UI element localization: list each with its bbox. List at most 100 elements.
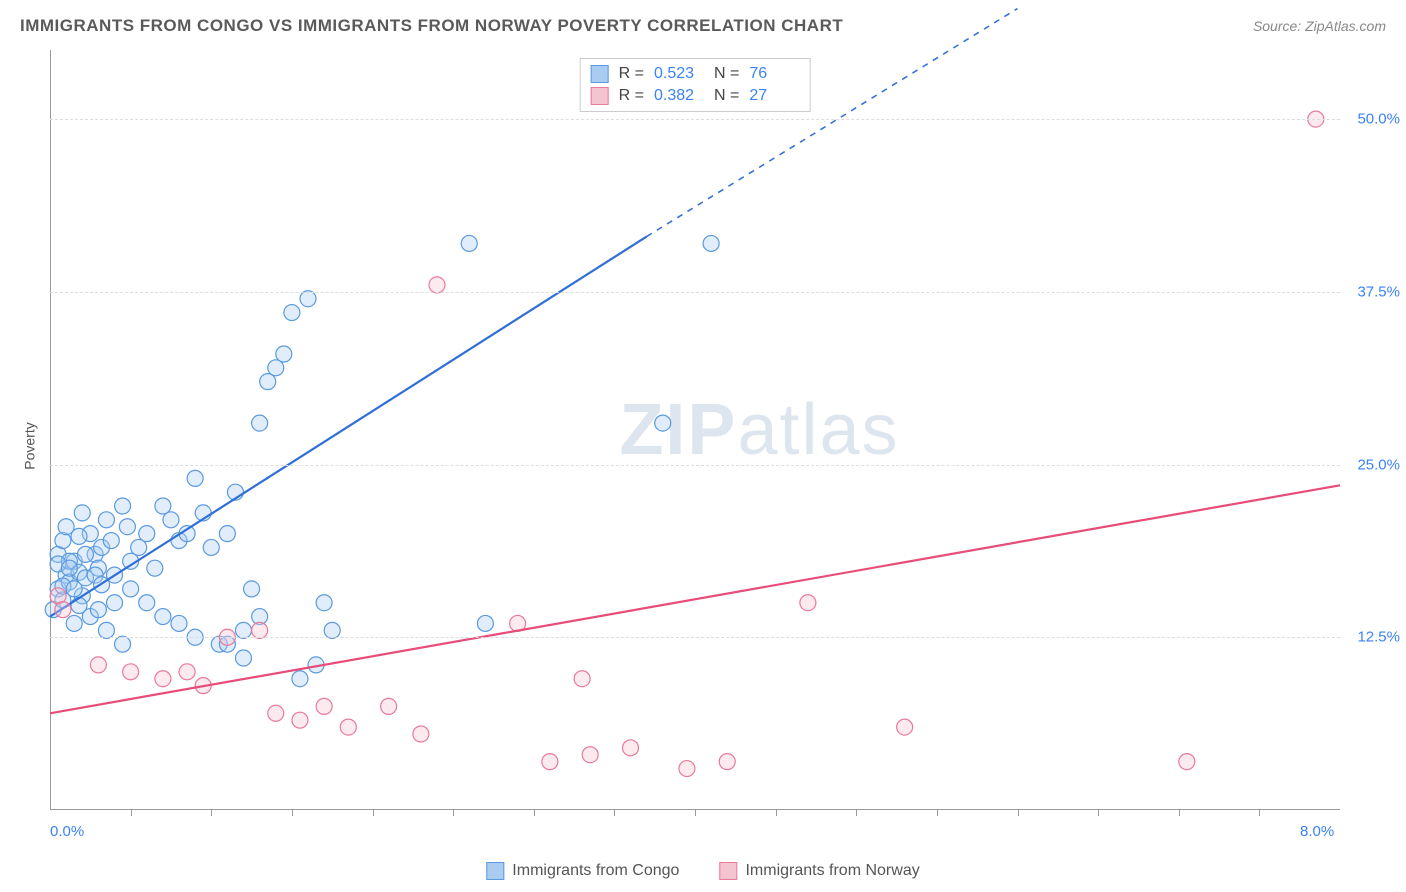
scatter-point: [655, 415, 671, 431]
x-tick: [453, 810, 454, 816]
legend-label-norway: Immigrants from Norway: [745, 862, 919, 880]
scatter-point: [413, 726, 429, 742]
x-tick: [1098, 810, 1099, 816]
plot-area: R = 0.523 N = 76 R = 0.382 N = 27 ZIPatl…: [50, 50, 1340, 810]
scatter-point: [74, 505, 90, 521]
scatter-point: [219, 526, 235, 542]
scatter-point: [236, 650, 252, 666]
n-value-1: 27: [749, 87, 799, 105]
scatter-point: [66, 615, 82, 631]
gridline: [50, 292, 1340, 293]
scatter-point: [623, 740, 639, 756]
stats-row-norway: R = 0.382 N = 27: [591, 85, 800, 107]
scatter-point: [155, 671, 171, 687]
x-tick: [695, 810, 696, 816]
scatter-point: [582, 747, 598, 763]
x-tick: [937, 810, 938, 816]
scatter-point: [284, 305, 300, 321]
scatter-point: [58, 519, 74, 535]
stats-row-congo: R = 0.523 N = 76: [591, 63, 800, 85]
scatter-point: [703, 235, 719, 251]
x-tick: [373, 810, 374, 816]
scatter-point: [179, 664, 195, 680]
scatter-point: [300, 291, 316, 307]
scatter-point: [187, 470, 203, 486]
legend-swatch-congo: [486, 862, 504, 880]
scatter-point: [292, 671, 308, 687]
y-tick-label: 25.0%: [1357, 456, 1400, 473]
chart-svg: [50, 50, 1340, 810]
n-label-0: N =: [714, 65, 739, 83]
scatter-point: [139, 526, 155, 542]
y-tick-label: 37.5%: [1357, 283, 1400, 300]
legend-item-norway: Immigrants from Norway: [719, 862, 919, 880]
y-axis-label: Poverty: [22, 422, 38, 469]
scatter-point: [292, 712, 308, 728]
stats-box: R = 0.523 N = 76 R = 0.382 N = 27: [580, 58, 811, 112]
scatter-point: [171, 615, 187, 631]
scatter-point: [268, 705, 284, 721]
x-tick: [1018, 810, 1019, 816]
r-label-0: R =: [619, 65, 644, 83]
scatter-point: [897, 719, 913, 735]
x-tick: [1179, 810, 1180, 816]
x-tick: [534, 810, 535, 816]
scatter-point: [103, 533, 119, 549]
scatter-point: [542, 754, 558, 770]
scatter-point: [800, 595, 816, 611]
scatter-point: [252, 622, 268, 638]
scatter-point: [155, 609, 171, 625]
x-tick: [856, 810, 857, 816]
scatter-point: [98, 512, 114, 528]
scatter-point: [115, 636, 131, 652]
scatter-point: [719, 754, 735, 770]
x-tick: [1259, 810, 1260, 816]
trend-line: [50, 485, 1340, 713]
scatter-point: [679, 761, 695, 777]
title-bar: IMMIGRANTS FROM CONGO VS IMMIGRANTS FROM…: [20, 16, 1386, 36]
scatter-point: [324, 622, 340, 638]
x-tick: [211, 810, 212, 816]
scatter-point: [429, 277, 445, 293]
scatter-point: [98, 622, 114, 638]
gridline: [50, 465, 1340, 466]
scatter-point: [163, 512, 179, 528]
legend-swatch-norway: [719, 862, 737, 880]
source-label: Source: ZipAtlas.com: [1253, 18, 1386, 34]
x-tick-label: 0.0%: [50, 823, 84, 840]
scatter-point: [119, 519, 135, 535]
scatter-point: [123, 664, 139, 680]
scatter-point: [477, 615, 493, 631]
scatter-point: [276, 346, 292, 362]
swatch-norway: [591, 87, 609, 105]
scatter-point: [316, 698, 332, 714]
x-tick: [292, 810, 293, 816]
n-value-0: 76: [749, 65, 799, 83]
trend-line: [50, 237, 647, 617]
scatter-point: [107, 595, 123, 611]
scatter-point: [316, 595, 332, 611]
r-label-1: R =: [619, 87, 644, 105]
scatter-point: [139, 595, 155, 611]
scatter-point: [574, 671, 590, 687]
x-tick: [131, 810, 132, 816]
y-tick-label: 12.5%: [1357, 629, 1400, 646]
x-tick: [776, 810, 777, 816]
scatter-point: [340, 719, 356, 735]
legend-label-congo: Immigrants from Congo: [512, 862, 679, 880]
gridline: [50, 119, 1340, 120]
scatter-point: [461, 235, 477, 251]
scatter-point: [1179, 754, 1195, 770]
trend-line-dashed: [647, 9, 1018, 237]
y-tick-label: 50.0%: [1357, 111, 1400, 128]
scatter-point: [147, 560, 163, 576]
scatter-point: [90, 657, 106, 673]
bottom-legend: Immigrants from Congo Immigrants from No…: [486, 862, 919, 880]
scatter-point: [115, 498, 131, 514]
chart-title: IMMIGRANTS FROM CONGO VS IMMIGRANTS FROM…: [20, 16, 843, 36]
scatter-point: [66, 581, 82, 597]
r-value-1: 0.382: [654, 87, 704, 105]
scatter-point: [203, 539, 219, 555]
n-label-1: N =: [714, 87, 739, 105]
scatter-point: [123, 581, 139, 597]
